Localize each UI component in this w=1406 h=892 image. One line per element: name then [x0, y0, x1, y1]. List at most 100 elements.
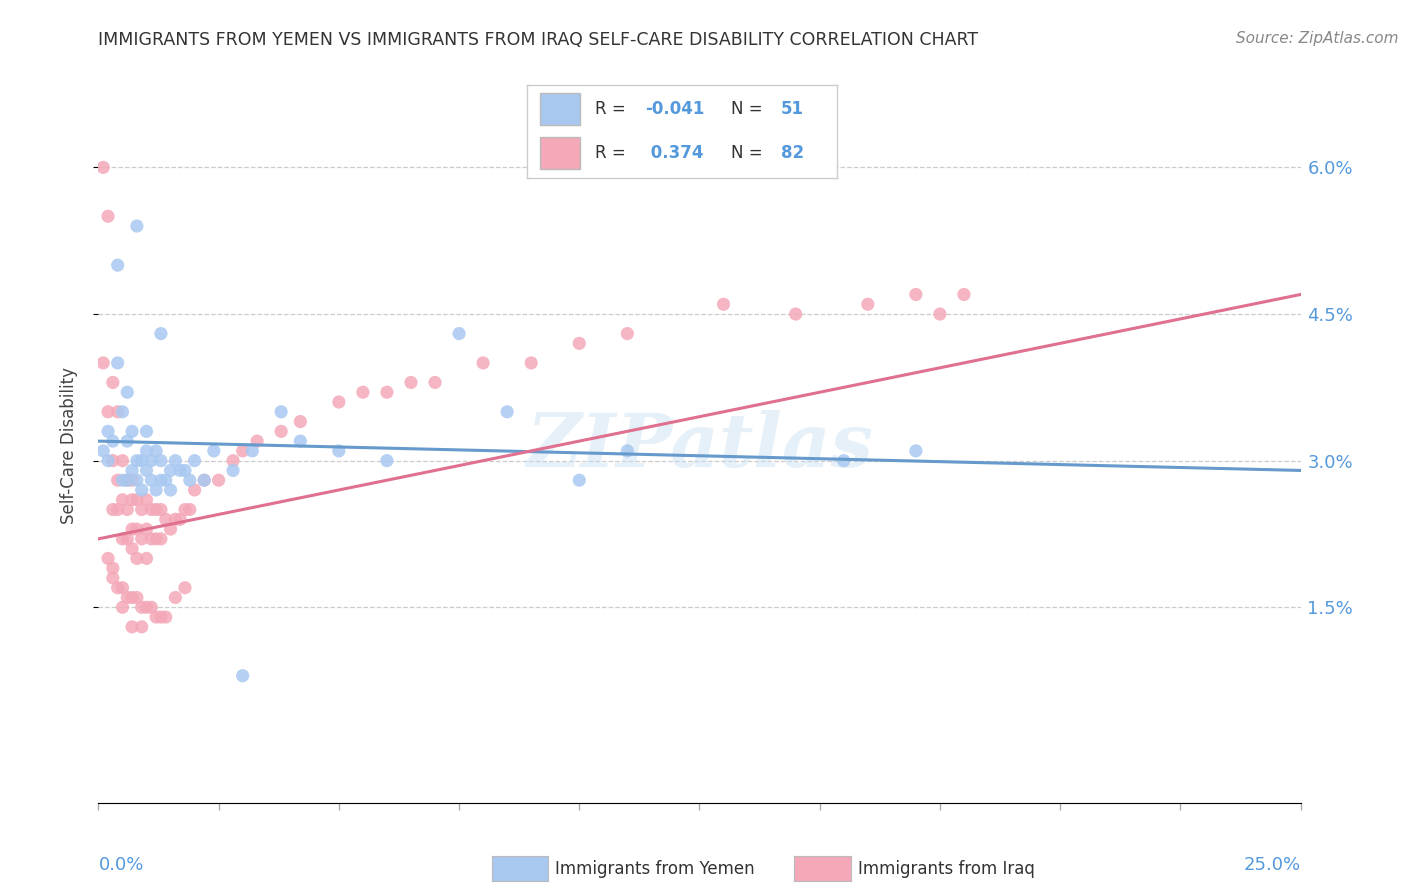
Point — [121, 522, 143, 536]
Point — [125, 492, 148, 507]
Point — [141, 600, 163, 615]
Point — [91, 443, 114, 458]
Point — [117, 385, 139, 400]
Point — [165, 453, 187, 467]
Point — [125, 453, 148, 467]
Point — [145, 532, 167, 546]
Point — [169, 512, 191, 526]
Point — [125, 591, 148, 605]
Point — [121, 425, 143, 439]
Point — [101, 571, 124, 585]
Point — [141, 502, 163, 516]
Point — [117, 434, 139, 449]
Point — [193, 473, 215, 487]
Point — [97, 209, 120, 223]
Point — [222, 453, 245, 467]
Point — [121, 492, 143, 507]
Point — [149, 473, 172, 487]
Point — [125, 219, 148, 233]
Point — [375, 453, 398, 467]
Text: Source: ZipAtlas.com: Source: ZipAtlas.com — [1236, 31, 1399, 46]
Point — [145, 502, 167, 516]
Point — [496, 405, 519, 419]
Point — [135, 492, 157, 507]
Point — [159, 483, 181, 497]
Point — [117, 532, 139, 546]
Text: N =: N = — [731, 100, 768, 118]
Text: Immigrants from Iraq: Immigrants from Iraq — [858, 860, 1035, 878]
Text: R =: R = — [595, 145, 631, 162]
Point — [125, 473, 148, 487]
Point — [155, 473, 177, 487]
Point — [904, 287, 927, 301]
Point — [399, 376, 422, 390]
Point — [145, 443, 167, 458]
Text: N =: N = — [731, 145, 768, 162]
Point — [141, 532, 163, 546]
Point — [165, 591, 187, 605]
Point — [953, 287, 976, 301]
Point — [125, 551, 148, 566]
Point — [97, 405, 120, 419]
Text: R =: R = — [595, 100, 631, 118]
Point — [149, 453, 172, 467]
Point — [155, 610, 177, 624]
Point — [169, 463, 191, 477]
Point — [240, 443, 263, 458]
Point — [101, 376, 124, 390]
Point — [107, 356, 129, 370]
Point — [121, 591, 143, 605]
Point — [135, 522, 157, 536]
Point — [174, 502, 197, 516]
Point — [159, 463, 181, 477]
Point — [270, 405, 292, 419]
Point — [135, 443, 157, 458]
Point — [107, 473, 129, 487]
Point — [713, 297, 735, 311]
Point — [352, 385, 374, 400]
Point — [568, 473, 591, 487]
Point — [785, 307, 807, 321]
Point — [155, 512, 177, 526]
Point — [290, 415, 312, 429]
Point — [107, 581, 129, 595]
Point — [222, 463, 245, 477]
Point — [125, 522, 148, 536]
Point — [183, 453, 205, 467]
Point — [290, 434, 312, 449]
Point — [375, 385, 398, 400]
Text: 0.0%: 0.0% — [98, 856, 143, 874]
Point — [107, 258, 129, 272]
Point — [174, 463, 197, 477]
Point — [117, 591, 139, 605]
Point — [145, 483, 167, 497]
Point — [131, 453, 153, 467]
Point — [101, 453, 124, 467]
Text: IMMIGRANTS FROM YEMEN VS IMMIGRANTS FROM IRAQ SELF-CARE DISABILITY CORRELATION C: IMMIGRANTS FROM YEMEN VS IMMIGRANTS FROM… — [98, 31, 979, 49]
Point — [208, 473, 231, 487]
Point — [131, 532, 153, 546]
Point — [149, 610, 172, 624]
Point — [91, 356, 114, 370]
Point — [904, 443, 927, 458]
Point — [131, 483, 153, 497]
Point — [149, 532, 172, 546]
Point — [202, 443, 225, 458]
Point — [117, 473, 139, 487]
Point — [246, 434, 269, 449]
Point — [111, 405, 134, 419]
Point — [101, 434, 124, 449]
Text: 0.374: 0.374 — [645, 145, 703, 162]
Point — [117, 473, 139, 487]
Text: -0.041: -0.041 — [645, 100, 704, 118]
FancyBboxPatch shape — [540, 137, 579, 169]
Point — [131, 600, 153, 615]
Text: ZIPatlas: ZIPatlas — [526, 409, 873, 483]
Point — [328, 443, 350, 458]
Point — [328, 395, 350, 409]
Point — [149, 326, 172, 341]
Point — [159, 522, 181, 536]
Text: Immigrants from Yemen: Immigrants from Yemen — [555, 860, 755, 878]
Point — [193, 473, 215, 487]
Point — [135, 600, 157, 615]
